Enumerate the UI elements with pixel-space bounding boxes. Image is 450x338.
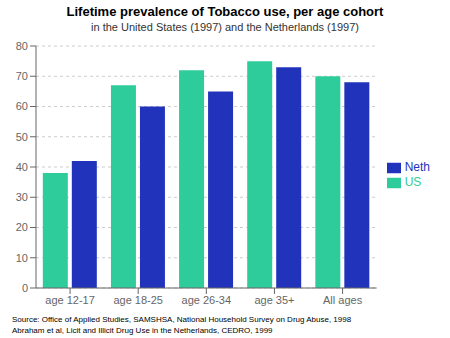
svg-text:age 35+: age 35+: [254, 294, 294, 306]
svg-text:All ages: All ages: [323, 294, 363, 306]
html-text:in the United States (1997) an: in the United States (1997) and the Neth…: [91, 21, 359, 33]
svg-text:age 18-25: age 18-25: [113, 294, 163, 306]
svg-text:age 26-34: age 26-34: [182, 294, 232, 306]
svg-text:60: 60: [16, 100, 28, 112]
html-text:Source: Office of Applied Stud: Source: Office of Applied Studies, SAMSH…: [12, 315, 352, 324]
svg-text:50: 50: [16, 131, 28, 143]
svg-text:0: 0: [22, 282, 28, 294]
html-text:US: US: [404, 175, 422, 189]
html-text:Lifetime prevalence of Tobacco: Lifetime prevalence of Tobacco use, per …: [66, 4, 384, 19]
svg-text:30: 30: [16, 191, 28, 203]
svg-text:10: 10: [16, 252, 28, 264]
svg-text:40: 40: [16, 161, 28, 173]
svg-text:70: 70: [16, 70, 28, 82]
svg-text:80: 80: [16, 40, 28, 52]
html-text:Neth: Neth: [404, 160, 430, 175]
svg-text:20: 20: [16, 221, 28, 233]
html-text:Abraham et al, Licit and Illic: Abraham et al, Licit and Illicit Drug Us…: [12, 326, 273, 335]
svg-text:age 12-17: age 12-17: [45, 294, 95, 306]
